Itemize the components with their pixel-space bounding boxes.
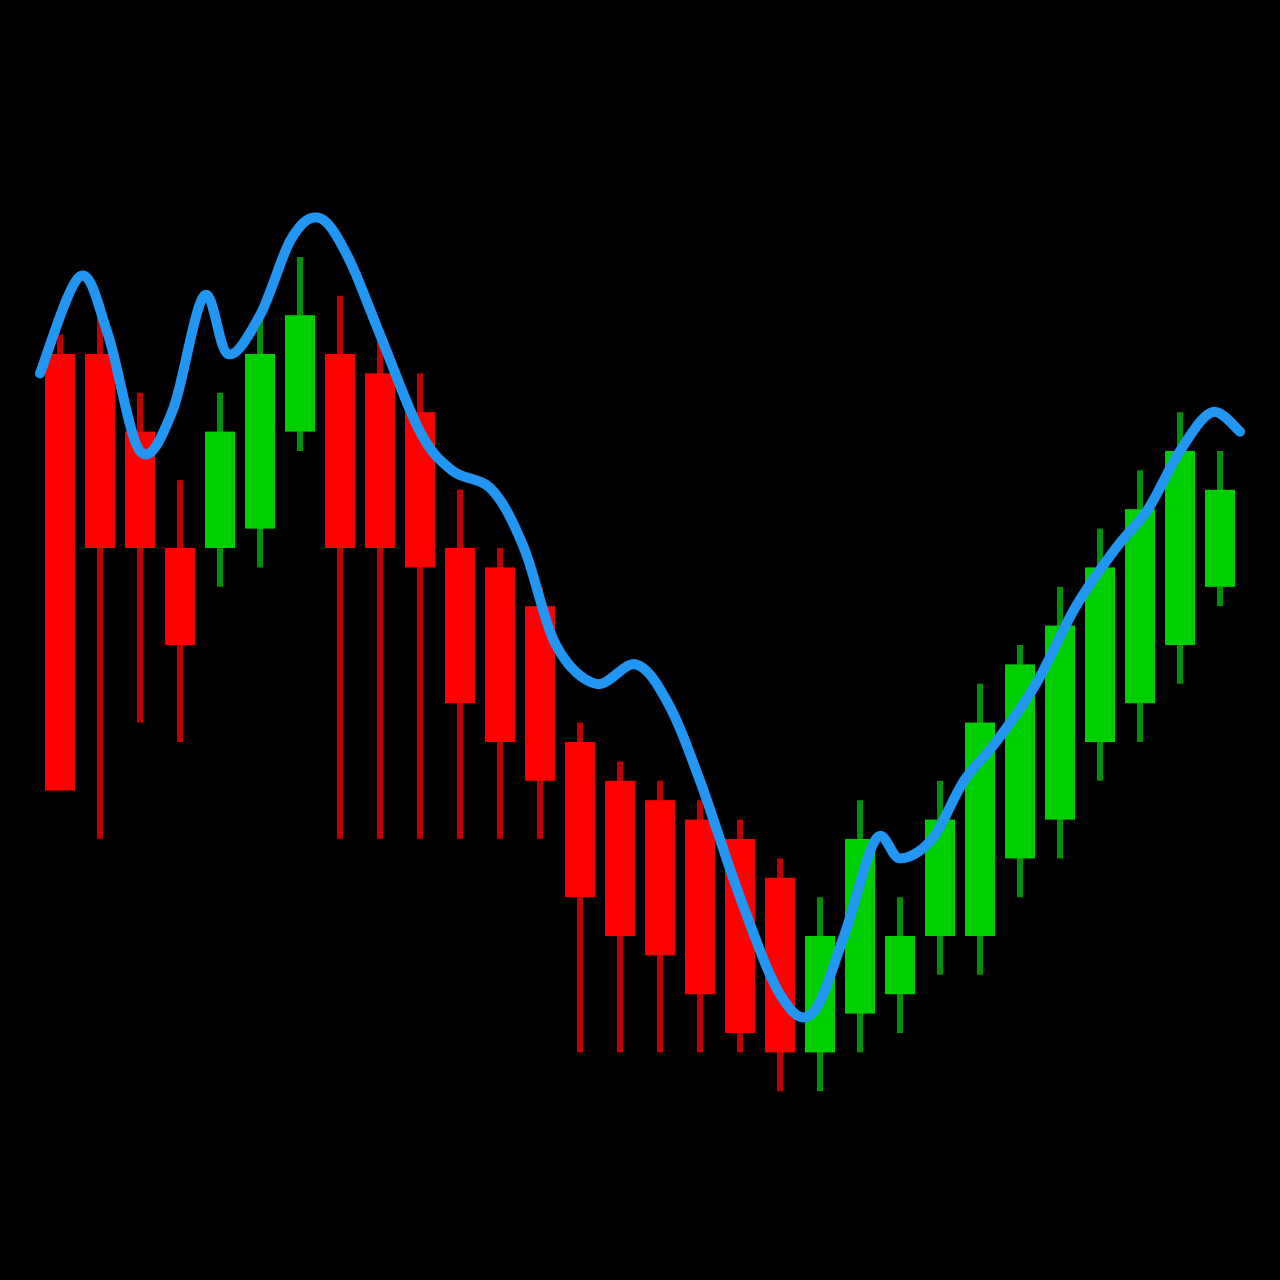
bull-candle [965,684,995,975]
candle-body [685,820,715,995]
candle-body [45,354,75,791]
candle-body [645,800,675,955]
candle-body [165,548,195,645]
candlestick-chart [0,0,1280,1280]
candle-body [325,354,355,548]
candle-body [365,373,395,548]
candle-body [1205,490,1235,587]
candle-body [885,936,915,994]
bear-candle [45,335,75,791]
chart-svg [0,0,1280,1280]
candle-body [205,432,235,548]
candle-body [85,354,115,548]
candle-body [605,781,635,936]
candle-body [485,567,515,742]
candle-body [245,354,275,529]
candle-body [565,742,595,897]
candle-body [445,548,475,703]
candle-body [285,315,315,431]
